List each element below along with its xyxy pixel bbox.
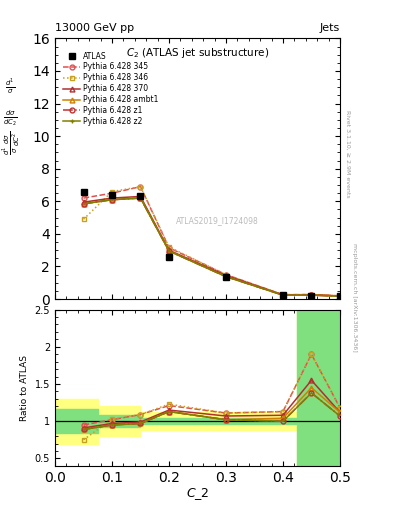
Pythia 6.428 346	[281, 292, 285, 298]
ATLAS	[138, 193, 143, 199]
Pythia 6.428 370	[81, 199, 86, 205]
Text: Rivet 3.1.10, ≥ 2.9M events: Rivet 3.1.10, ≥ 2.9M events	[345, 110, 350, 198]
Pythia 6.428 345	[338, 293, 342, 299]
Pythia 6.428 z1	[167, 248, 171, 254]
X-axis label: $C\_2$: $C\_2$	[185, 486, 209, 502]
Text: Jets: Jets	[320, 23, 340, 33]
Pythia 6.428 z2	[309, 292, 314, 298]
Pythia 6.428 ambt1	[81, 201, 86, 207]
Text: $\frac{d^1}{\sigma}$: $\frac{d^1}{\sigma}$	[5, 78, 15, 96]
Pythia 6.428 z2	[81, 201, 86, 207]
Pythia 6.428 z1	[138, 195, 143, 201]
Pythia 6.428 ambt1	[138, 195, 143, 201]
Y-axis label: Ratio to ATLAS: Ratio to ATLAS	[20, 355, 29, 421]
ATLAS	[167, 253, 171, 260]
Pythia 6.428 370	[110, 195, 114, 201]
Pythia 6.428 z2	[224, 273, 228, 280]
Pythia 6.428 370	[138, 194, 143, 200]
Line: ATLAS: ATLAS	[80, 189, 343, 300]
Pythia 6.428 345	[281, 292, 285, 298]
Pythia 6.428 z2	[281, 292, 285, 298]
Pythia 6.428 346	[309, 291, 314, 297]
Text: 13000 GeV pp: 13000 GeV pp	[55, 23, 134, 33]
Pythia 6.428 345	[224, 271, 228, 278]
Pythia 6.428 370	[224, 272, 228, 279]
Pythia 6.428 z2	[167, 248, 171, 254]
Pythia 6.428 345	[81, 195, 86, 201]
Pythia 6.428 346	[110, 188, 114, 195]
Pythia 6.428 346	[167, 244, 171, 250]
Pythia 6.428 z1	[110, 197, 114, 203]
Pythia 6.428 370	[338, 293, 342, 299]
Pythia 6.428 ambt1	[309, 292, 314, 298]
Pythia 6.428 ambt1	[338, 293, 342, 299]
ATLAS	[338, 293, 342, 300]
Pythia 6.428 346	[224, 271, 228, 278]
Pythia 6.428 346	[81, 216, 86, 222]
Text: $\frac{d\sigma}{dC_2}$: $\frac{d\sigma}{dC_2}$	[3, 108, 17, 127]
Pythia 6.428 370	[309, 292, 314, 298]
Pythia 6.428 345	[138, 184, 143, 190]
Pythia 6.428 z1	[81, 201, 86, 207]
Line: Pythia 6.428 370: Pythia 6.428 370	[81, 194, 342, 298]
Pythia 6.428 346	[338, 293, 342, 299]
Pythia 6.428 z1	[338, 293, 342, 299]
Line: Pythia 6.428 z1: Pythia 6.428 z1	[81, 196, 342, 298]
Text: ATLAS2019_I1724098: ATLAS2019_I1724098	[176, 217, 259, 225]
Pythia 6.428 ambt1	[167, 248, 171, 254]
Legend: ATLAS, Pythia 6.428 345, Pythia 6.428 346, Pythia 6.428 370, Pythia 6.428 ambt1,: ATLAS, Pythia 6.428 345, Pythia 6.428 34…	[62, 50, 160, 127]
Pythia 6.428 z1	[309, 292, 314, 298]
Pythia 6.428 345	[167, 245, 171, 251]
Text: mcplots.cern.ch [arXiv:1306.3436]: mcplots.cern.ch [arXiv:1306.3436]	[352, 243, 357, 351]
Text: $C_2$ (ATLAS jet substructure): $C_2$ (ATLAS jet substructure)	[126, 46, 269, 60]
Pythia 6.428 z1	[224, 273, 228, 280]
Pythia 6.428 z2	[110, 197, 114, 203]
Pythia 6.428 z2	[338, 293, 342, 299]
Pythia 6.428 ambt1	[281, 292, 285, 298]
Pythia 6.428 z1	[281, 292, 285, 298]
Pythia 6.428 ambt1	[224, 273, 228, 280]
ATLAS	[281, 292, 285, 298]
Pythia 6.428 z2	[138, 195, 143, 201]
Pythia 6.428 346	[138, 184, 143, 190]
ATLAS	[81, 189, 86, 196]
Pythia 6.428 345	[110, 190, 114, 196]
ATLAS	[309, 293, 314, 299]
Line: Pythia 6.428 ambt1: Pythia 6.428 ambt1	[81, 196, 342, 298]
Line: Pythia 6.428 346: Pythia 6.428 346	[81, 184, 342, 298]
ATLAS	[110, 191, 114, 198]
Pythia 6.428 ambt1	[110, 197, 114, 203]
Line: Pythia 6.428 z2: Pythia 6.428 z2	[84, 198, 340, 296]
Text: $\frac{d^1}{\sigma}\frac{d\sigma}{dC^2}$: $\frac{d^1}{\sigma}\frac{d\sigma}{dC^2}$	[1, 131, 22, 156]
ATLAS	[224, 274, 228, 280]
Pythia 6.428 345	[309, 291, 314, 297]
Pythia 6.428 370	[281, 292, 285, 298]
Line: Pythia 6.428 345: Pythia 6.428 345	[81, 184, 342, 298]
Pythia 6.428 370	[167, 247, 171, 253]
